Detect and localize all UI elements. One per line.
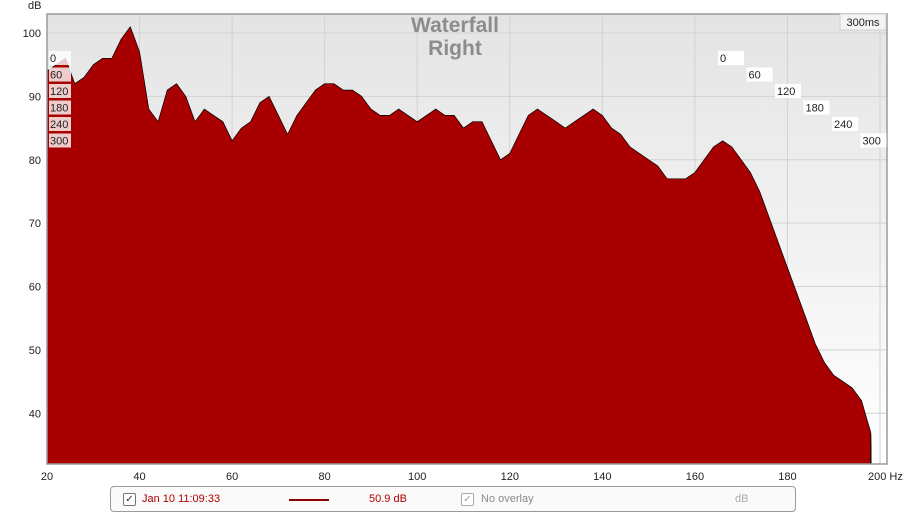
time-tick-right-label: 180 — [806, 103, 824, 115]
overlay-label[interactable]: No overlay — [481, 493, 534, 505]
overlay-checkbox[interactable]: ✓ — [461, 493, 474, 506]
waterfall-slices — [47, 26, 872, 464]
cursor-value: 50.9 dB — [369, 493, 407, 505]
x-tick-label: 140 — [593, 471, 611, 483]
time-tick-right-label: 0 — [720, 53, 726, 65]
time-tick-bg — [49, 51, 71, 65]
time-tick-bg — [775, 84, 801, 98]
y-tick-label: 40 — [29, 408, 41, 420]
y-tick-label: 60 — [29, 282, 41, 294]
x-tick-label: 160 — [686, 471, 704, 483]
time-tick-left-label: 180 — [50, 103, 68, 115]
time-axis-label: 300ms — [846, 17, 880, 29]
waterfall-slice-0ms — [47, 26, 872, 464]
time-tick-bg — [49, 67, 71, 82]
time-tick-left-label: 0 — [50, 53, 56, 65]
y-tick-label: 70 — [29, 218, 41, 230]
x-tick-label: 60 — [226, 471, 238, 483]
x-tick-label: 80 — [319, 471, 331, 483]
time-tick-left-label: 120 — [50, 86, 68, 98]
y-tick-label: 80 — [29, 155, 41, 167]
waterfall-chart: Waterfall Right dB 40 50 60 70 80 90 100 20 40 6… — [23, 0, 903, 483]
y-axis-ticks: 40 50 60 70 80 90 100 — [23, 28, 41, 420]
x-tick-label: 180 — [778, 471, 796, 483]
time-axis-badge: 300ms — [839, 13, 887, 31]
chart-title: Waterfall — [411, 14, 499, 37]
time-tick-bg — [718, 51, 744, 65]
x-axis-ticks: 20 40 60 80 100 120 140 160 180 200 Hz — [41, 471, 903, 483]
time-ticks-left: 0 60 120 180 240 300 — [49, 51, 71, 148]
measurement-date[interactable]: Jan 10 11:09:33 — [142, 493, 221, 505]
time-tick-left-label: 240 — [50, 119, 68, 131]
y-axis-label: dB — [28, 0, 41, 12]
chart-subtitle: Right — [428, 37, 482, 60]
time-tick-right-label: 60 — [749, 70, 761, 82]
x-tick-label: 120 — [501, 471, 519, 483]
time-tick-bg — [49, 133, 71, 148]
y-tick-label: 50 — [29, 345, 41, 357]
measurement-checkbox[interactable]: ✓ — [123, 493, 136, 506]
time-tick-right-label: 300 — [863, 136, 881, 148]
time-tick-bg — [803, 100, 830, 115]
time-tick-bg — [860, 133, 887, 148]
time-tick-right-label: 120 — [777, 86, 795, 98]
time-tick-bg — [49, 100, 71, 115]
time-ticks-right: 0 60 120 180 240 300 — [718, 51, 887, 148]
legend-line-swatch — [289, 499, 329, 501]
x-tick-label: 200 Hz — [868, 471, 903, 483]
time-tick-left-label: 300 — [50, 136, 68, 148]
x-tick-label: 20 — [41, 471, 53, 483]
time-tick-bg — [49, 117, 71, 131]
time-tick-bg — [49, 84, 71, 98]
x-tick-label: 100 — [408, 471, 426, 483]
time-tick-bg — [746, 67, 773, 82]
time-tick-left-label: 60 — [50, 70, 62, 82]
unit-label: dB — [735, 493, 749, 505]
y-tick-label: 100 — [23, 28, 41, 40]
legend-bar: ✓ Jan 10 11:09:33 50.9 dB ✓ No overlay d… — [110, 486, 796, 512]
y-tick-label: 90 — [29, 91, 41, 103]
x-tick-label: 40 — [133, 471, 145, 483]
time-tick-bg — [832, 117, 858, 131]
time-tick-right-label: 240 — [834, 119, 852, 131]
